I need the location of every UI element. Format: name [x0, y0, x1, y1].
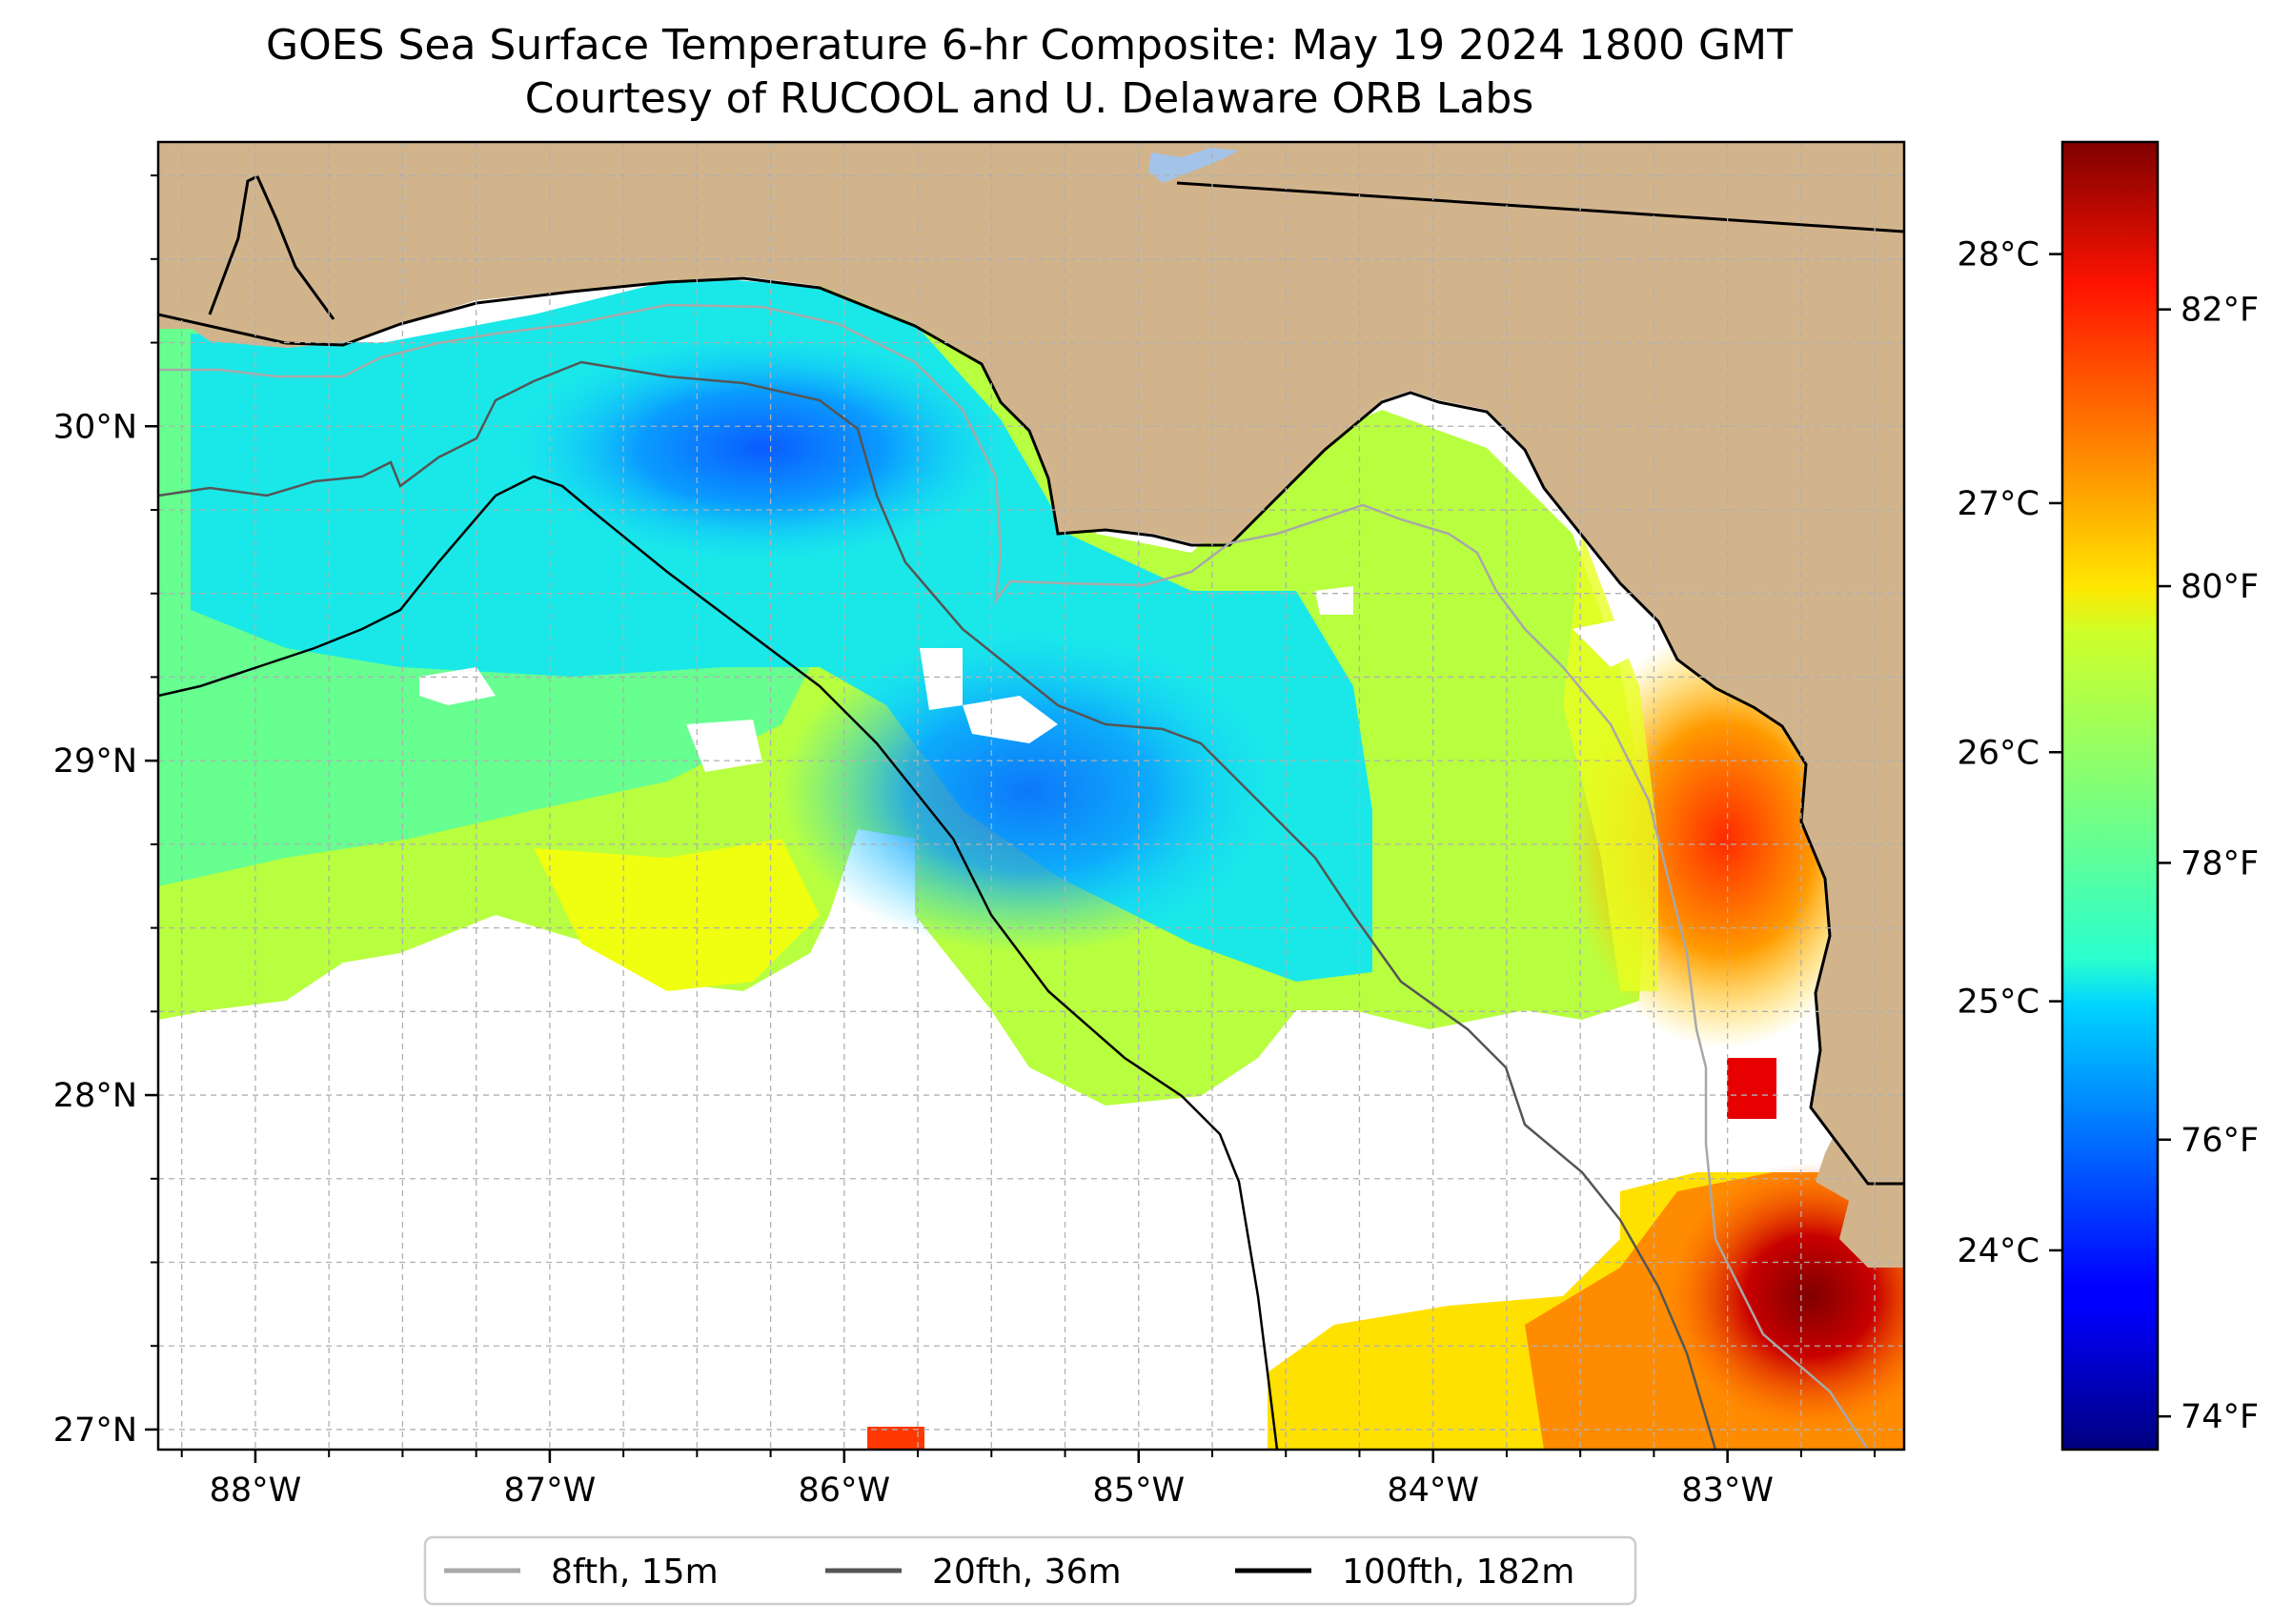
isobath-20fth [158, 360, 1717, 1450]
graticule [158, 142, 1904, 1450]
celsius-tick-label: 25°C [1958, 984, 2039, 1022]
fahrenheit-tick-label: 80°F [2181, 568, 2259, 606]
celsius-tick-label: 28°C [1958, 236, 2039, 274]
land-southeast-coast [1816, 1096, 1904, 1268]
longitude-axis: 88°W 87°W 86°W 85°W 84°W 83°W [180, 1450, 1877, 1510]
land-north [158, 142, 1904, 1182]
sst-cold-south [781, 629, 1277, 953]
lon-tick-label: 83°W [1681, 1472, 1774, 1510]
map-area [158, 142, 1904, 1450]
isobath-100fth [158, 475, 1279, 1450]
colorbar-frame [2060, 140, 2160, 1451]
latitude-axis: 30°N 29°N 28°N 27°N [53, 174, 158, 1450]
lat-tick-label: 30°N [53, 408, 137, 446]
legend: 8fth, 15m 20fth, 36m 100fth, 182m [423, 1535, 1637, 1606]
sst-red-patch [1727, 1058, 1776, 1119]
sst-yellow-ne [1563, 534, 1658, 991]
isobaths [158, 303, 1870, 1450]
colorbar-celsius-ticks: 24°C 25°C 26°C 27°C 28°C [1958, 236, 2062, 1270]
lon-tick-label: 87°W [504, 1472, 597, 1510]
celsius-tick-label: 27°C [1958, 485, 2039, 523]
lat-tick-label: 27°N [53, 1411, 137, 1450]
lon-tick-label: 88°W [210, 1472, 302, 1510]
legend-box [423, 1535, 1637, 1606]
sst-field-yellow-sw [534, 839, 820, 991]
title-line-2: Courtesy of RUCOOL and U. Delaware ORB L… [524, 74, 1534, 123]
legend-entries: 8fth, 15m 20fth, 36m 100fth, 182m [444, 1553, 1574, 1592]
lon-tick-label: 86°W [798, 1472, 890, 1510]
lat-tick-label: 28°N [53, 1077, 137, 1115]
legend-label: 20fth, 36m [932, 1553, 1122, 1592]
map-frame [156, 140, 1906, 1451]
lon-tick-label: 85°W [1092, 1472, 1185, 1510]
map-title: GOES Sea Surface Temperature 6-hr Compos… [157, 19, 1901, 126]
sst-cold-core [515, 334, 1010, 562]
fahrenheit-tick-label: 78°F [2181, 844, 2259, 883]
colorbar-gradient [2062, 142, 2158, 1450]
fahrenheit-tick-label: 74°F [2181, 1398, 2259, 1436]
isobath-8fth [158, 303, 1870, 1450]
state-border [1176, 181, 1904, 233]
title-line-1: GOES Sea Surface Temperature 6-hr Compos… [266, 21, 1793, 70]
sst-orange-speck [867, 1427, 924, 1450]
lake-seminole [1148, 148, 1239, 183]
lon-tick-label: 84°W [1387, 1472, 1479, 1510]
mobile-bay-coastline [208, 173, 335, 320]
lat-tick-label: 29°N [53, 742, 137, 781]
colorbar-fahrenheit-ticks: 74°F 76°F 78°F 80°F 82°F [2158, 292, 2259, 1436]
fahrenheit-tick-label: 76°F [2181, 1122, 2259, 1160]
coastline [158, 276, 1904, 1186]
legend-label: 8fth, 15m [551, 1553, 719, 1592]
legend-label: 100fth, 182m [1342, 1553, 1574, 1592]
colorbar: 24°C 25°C 26°C 27°C 28°C 74°F 76°F 78°F 80°F 82°… [1958, 140, 2259, 1451]
land-mobile-bay [158, 176, 334, 329]
celsius-tick-label: 26°C [1958, 734, 2039, 772]
fahrenheit-tick-label: 82°F [2181, 292, 2259, 330]
celsius-tick-label: 24°C [1958, 1232, 2039, 1270]
